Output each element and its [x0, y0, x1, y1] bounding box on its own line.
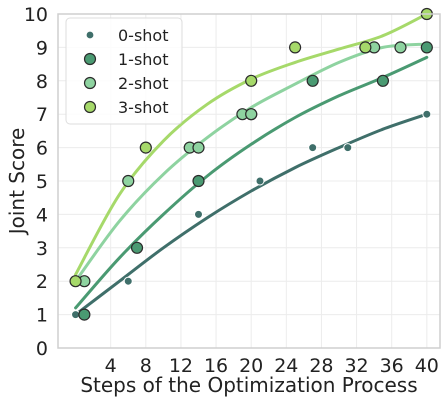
data-point-2-shot [394, 41, 407, 54]
x-tick-label: 32 [344, 355, 368, 377]
data-point-2-shot [192, 141, 205, 154]
data-point-2-shot [245, 108, 258, 121]
x-tick-label: 4 [105, 355, 117, 377]
data-points [69, 7, 433, 321]
x-tick-label: 24 [274, 355, 298, 377]
y-tick-label: 4 [36, 204, 48, 226]
y-tick-label: 7 [36, 104, 48, 126]
data-point-1-shot [78, 308, 91, 321]
data-point-1-shot [376, 74, 390, 87]
legend-label-0-shot: 0-shot [118, 26, 169, 45]
legend-label-2-shot: 2-shot [118, 74, 169, 93]
x-tick-label: 16 [204, 355, 228, 377]
data-point-1-shot [306, 74, 319, 87]
legend-label-1-shot: 1-shot [118, 50, 169, 69]
fit-curve-0-shot [74, 112, 429, 317]
y-tick-label: 10 [24, 4, 48, 26]
x-tick-label: 20 [239, 355, 263, 377]
y-tick-label: 2 [36, 271, 48, 293]
y-tick-label: 8 [36, 71, 48, 93]
data-point-3-shot [245, 74, 258, 87]
data-point-3-shot [289, 41, 302, 54]
legend-marker-2-shot [83, 76, 97, 90]
x-tick-label: 12 [169, 355, 193, 377]
data-point-0-shot [308, 143, 318, 153]
y-tick-label: 0 [36, 338, 48, 360]
plot-frame [57, 13, 441, 349]
legend-marker-3-shot [83, 100, 97, 114]
x-tick-label: 36 [380, 355, 404, 377]
x-tick-label: 28 [309, 355, 333, 377]
data-point-0-shot [422, 109, 432, 119]
data-point-3-shot [359, 41, 372, 54]
legend: 0-shot 1-shot 2-shot 3-shot [65, 17, 183, 125]
data-point-3-shot [139, 141, 152, 154]
x-tick-label: 40 [415, 355, 439, 377]
legend-box [65, 17, 183, 125]
data-point-1-shot [130, 241, 144, 254]
y-tick-label: 1 [36, 305, 48, 327]
y-axis-label: Joint Score [5, 128, 29, 237]
data-point-2-shot [122, 174, 135, 188]
data-point-0-shot [255, 176, 265, 186]
fit-curve-1-shot [74, 55, 429, 310]
data-point-3-shot [69, 275, 82, 288]
y-tick-label: 6 [36, 138, 48, 160]
y-tick-label: 3 [36, 238, 48, 260]
data-point-1-shot [192, 174, 205, 188]
data-point-0-shot [123, 276, 133, 286]
x-tick-label: 8 [140, 355, 152, 377]
y-tick-label: 9 [36, 37, 48, 59]
data-point-0-shot [343, 143, 353, 153]
legend-marker-0-shot [85, 30, 95, 40]
data-point-1-shot [420, 41, 433, 54]
y-tick-label: 5 [36, 171, 48, 193]
legend-marker-1-shot [83, 52, 97, 66]
data-point-0-shot [194, 209, 204, 219]
legend-label-3-shot: 3-shot [118, 98, 169, 117]
x-axis-label: Steps of the Optimization Process [80, 373, 417, 397]
